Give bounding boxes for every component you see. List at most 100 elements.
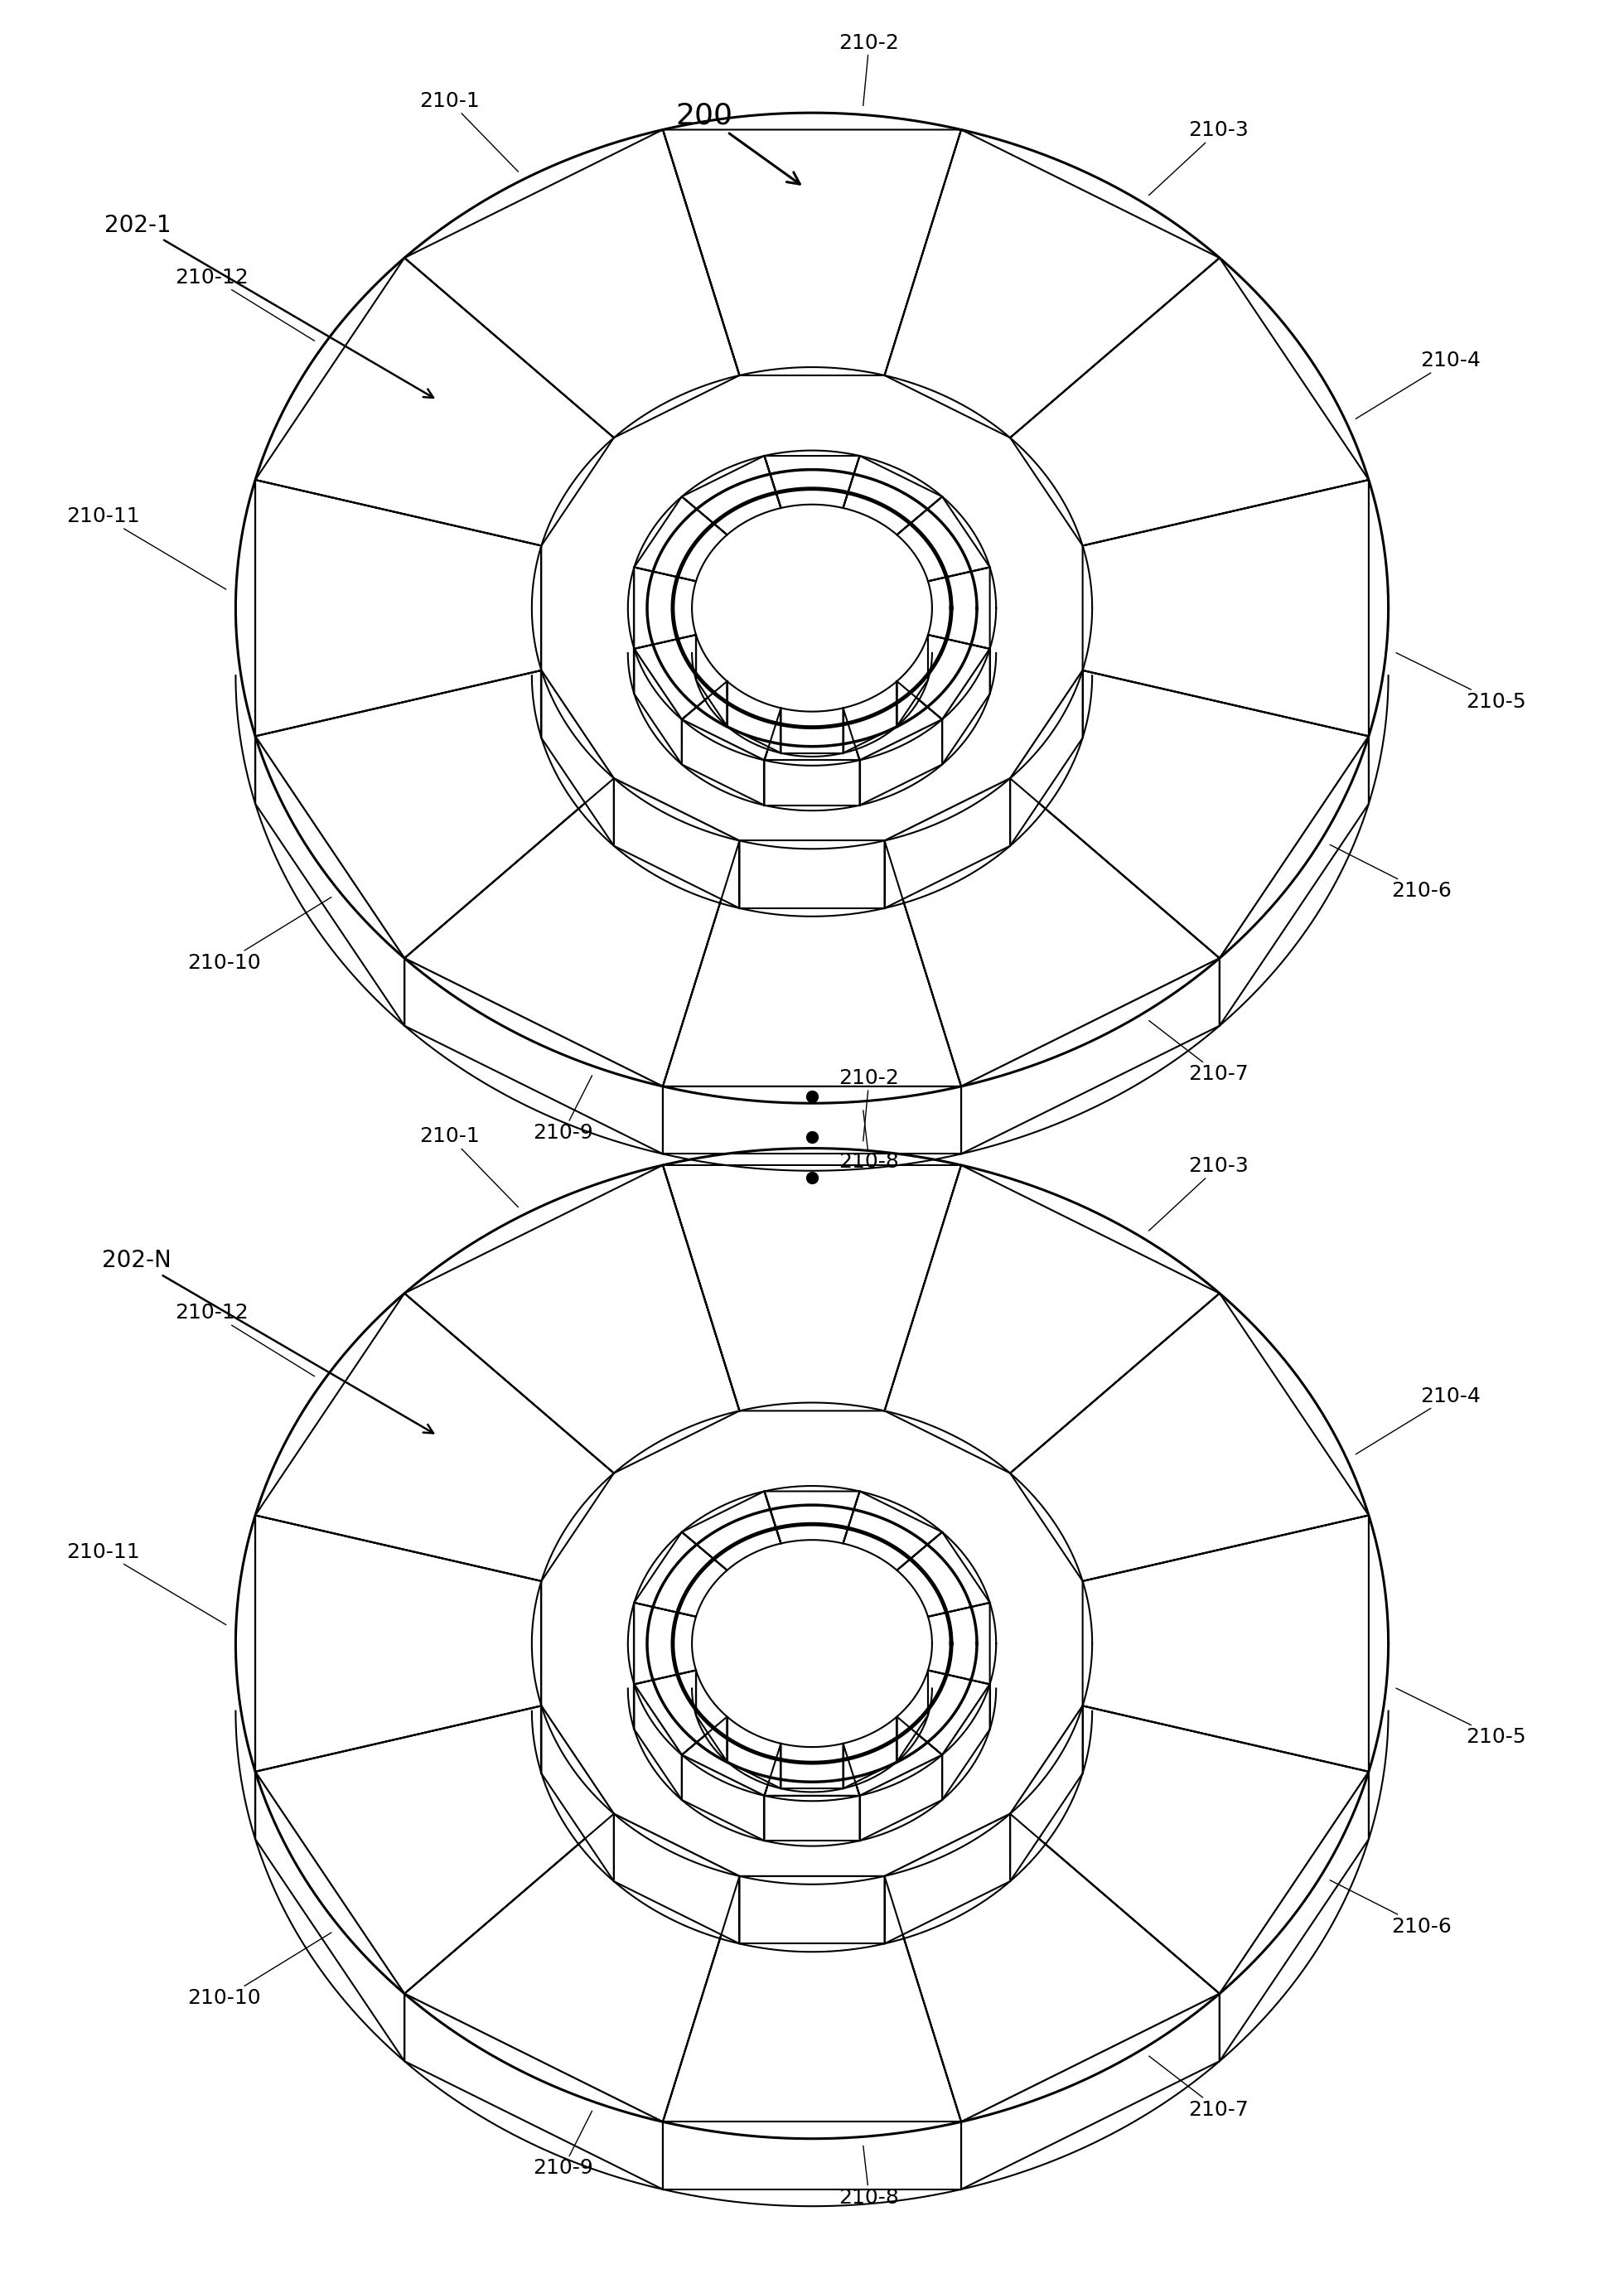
Polygon shape [663,1164,961,1410]
Polygon shape [896,1671,927,1762]
Text: 210-11: 210-11 [67,1542,226,1626]
Polygon shape [404,1815,739,2122]
Polygon shape [927,1603,991,1685]
Polygon shape [633,1671,728,1756]
Polygon shape [663,1876,961,2122]
Polygon shape [765,760,859,805]
Text: 210-4: 210-4 [1356,1387,1481,1455]
Polygon shape [682,682,781,760]
Polygon shape [541,1706,614,1881]
Polygon shape [255,1771,404,2060]
Polygon shape [885,130,1220,437]
Text: 202-N: 202-N [102,1248,434,1433]
Text: 210-5: 210-5 [1397,653,1527,712]
Text: 210-2: 210-2 [840,1069,900,1142]
Text: 210-1: 210-1 [419,91,518,171]
Polygon shape [961,1994,1220,2190]
Polygon shape [255,257,614,546]
Polygon shape [781,707,843,753]
Text: 210-6: 210-6 [1330,844,1452,901]
Polygon shape [859,1756,942,1840]
Polygon shape [1010,671,1369,957]
Polygon shape [404,957,663,1153]
Polygon shape [896,634,991,719]
Polygon shape [843,1717,942,1796]
Polygon shape [885,1164,1220,1474]
Text: 202-1: 202-1 [106,214,434,398]
Text: 210-3: 210-3 [1148,1155,1249,1230]
Polygon shape [633,634,728,719]
Polygon shape [859,719,942,805]
Polygon shape [255,671,614,957]
Text: 210-4: 210-4 [1356,350,1481,418]
Polygon shape [633,1603,697,1685]
Polygon shape [1010,257,1369,546]
Polygon shape [728,1717,781,1790]
Polygon shape [633,496,728,582]
Polygon shape [255,1514,541,1771]
Polygon shape [633,566,697,648]
Polygon shape [404,1994,663,2190]
Polygon shape [633,1685,682,1801]
Text: 210-12: 210-12 [175,268,315,341]
Polygon shape [765,455,859,507]
Text: 210-10: 210-10 [188,898,331,973]
Polygon shape [765,1796,859,1840]
Polygon shape [255,480,541,737]
Polygon shape [961,957,1220,1153]
Polygon shape [896,634,927,725]
Polygon shape [1220,737,1369,1026]
Polygon shape [697,1671,728,1762]
Polygon shape [614,778,739,907]
Polygon shape [682,1717,781,1796]
Polygon shape [404,130,739,437]
Polygon shape [781,1744,843,1790]
Polygon shape [896,496,991,582]
Polygon shape [1083,480,1369,737]
Polygon shape [927,566,991,648]
Polygon shape [404,778,739,1087]
Text: 210-8: 210-8 [840,1110,900,1171]
Polygon shape [663,841,961,1087]
Polygon shape [1010,1706,1369,1994]
Polygon shape [885,778,1220,1087]
Text: 210-10: 210-10 [188,1933,331,2008]
Text: 210-12: 210-12 [175,1303,315,1376]
Polygon shape [843,1492,942,1571]
Polygon shape [663,2122,961,2190]
Polygon shape [633,1533,728,1617]
Polygon shape [843,1717,896,1790]
Polygon shape [404,1164,739,1474]
Polygon shape [682,1492,781,1571]
Polygon shape [255,1706,614,1994]
Text: 210-7: 210-7 [1150,2056,1249,2119]
Polygon shape [765,707,859,760]
Polygon shape [663,1087,961,1153]
Polygon shape [255,1294,614,1580]
Polygon shape [896,1533,991,1617]
Text: 210-1: 210-1 [419,1126,518,1207]
Polygon shape [692,505,932,712]
Text: 210-7: 210-7 [1150,1021,1249,1085]
Polygon shape [942,1685,991,1801]
Text: 210-8: 210-8 [840,2147,900,2208]
Polygon shape [1010,1706,1083,1881]
Text: 210-5: 210-5 [1397,1687,1527,1746]
Text: 210-2: 210-2 [840,32,900,105]
Polygon shape [843,682,942,760]
Polygon shape [682,719,765,805]
Polygon shape [885,1815,1220,2122]
Polygon shape [682,455,781,534]
Polygon shape [728,682,781,753]
Polygon shape [765,1492,859,1544]
Polygon shape [843,455,942,534]
Polygon shape [942,648,991,764]
Polygon shape [697,634,728,725]
Text: 210-11: 210-11 [67,507,226,589]
Polygon shape [682,1756,765,1840]
Polygon shape [1010,671,1083,846]
Polygon shape [1220,1771,1369,2060]
Polygon shape [896,1671,991,1756]
Polygon shape [614,1815,739,1944]
Polygon shape [1010,1294,1369,1580]
